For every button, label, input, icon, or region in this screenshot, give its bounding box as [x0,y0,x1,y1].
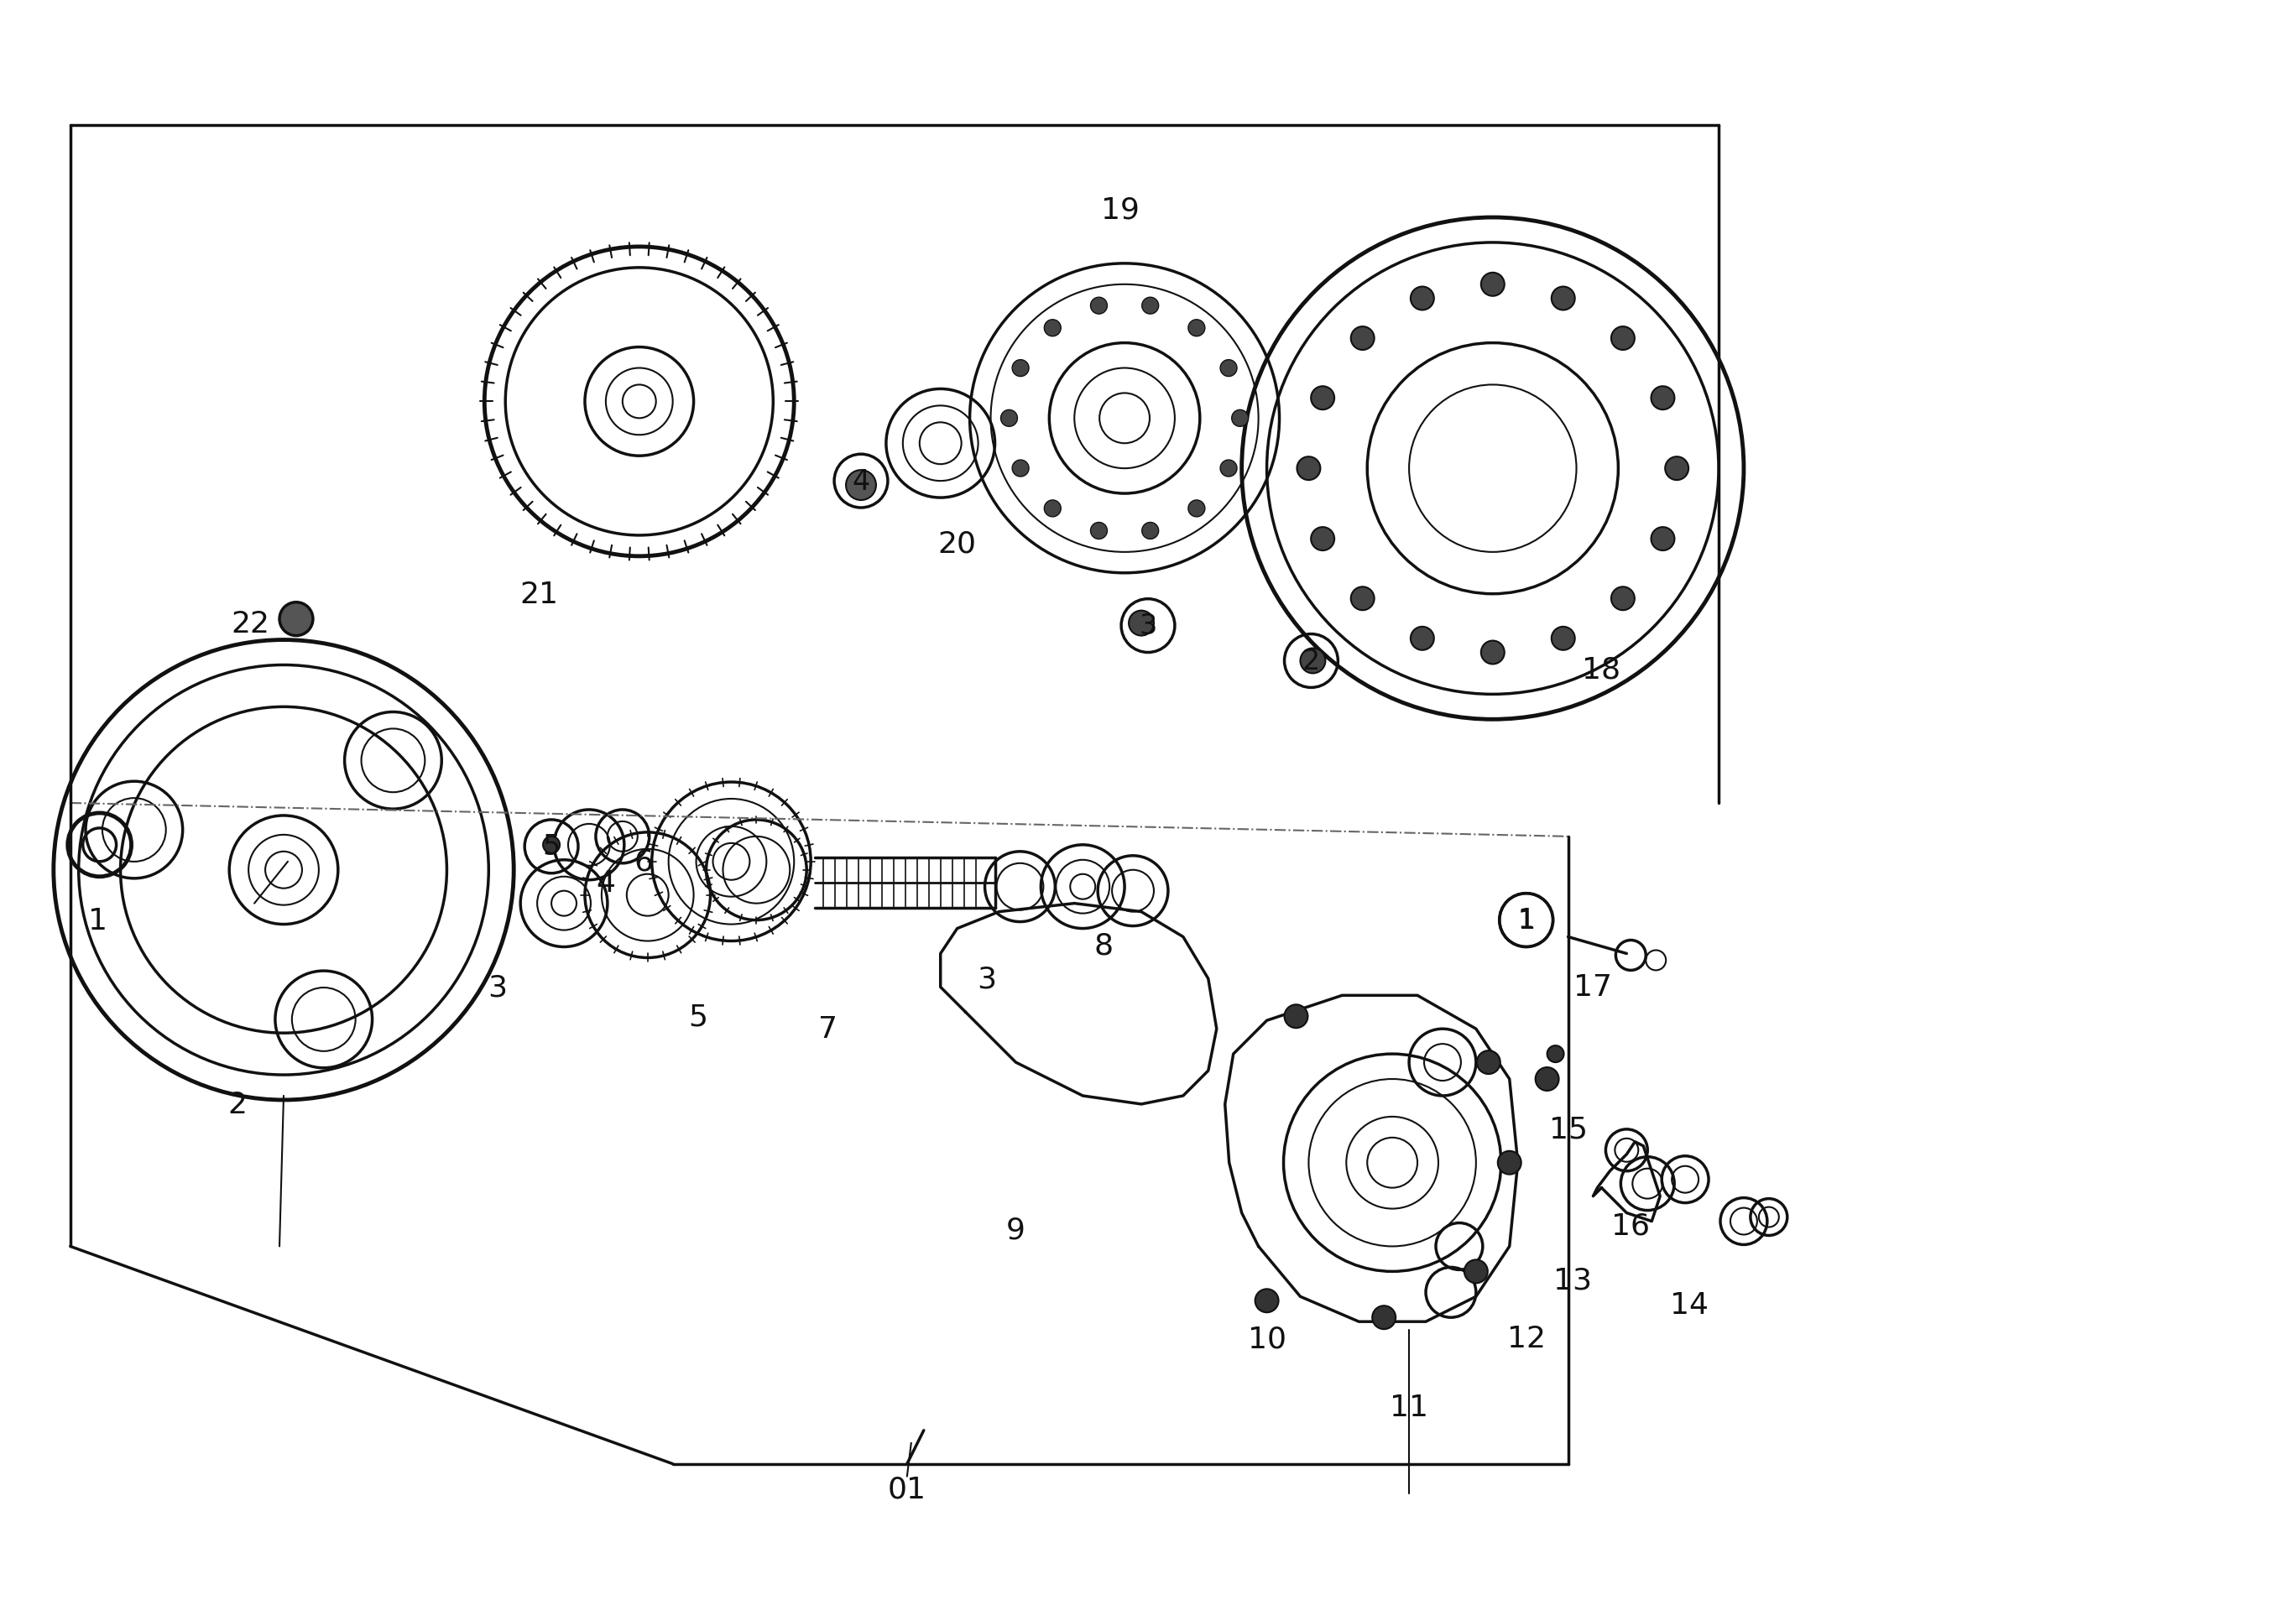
Circle shape [1045,320,1061,338]
Circle shape [1189,501,1205,517]
Circle shape [1256,1290,1279,1312]
Text: 10: 10 [1247,1325,1286,1352]
Text: 2: 2 [1302,648,1320,675]
Text: 4: 4 [597,869,615,898]
Circle shape [1481,642,1504,664]
Circle shape [1219,360,1238,378]
Circle shape [1373,1306,1396,1330]
Circle shape [1001,410,1017,427]
Circle shape [1091,523,1107,539]
Circle shape [1481,274,1504,296]
Text: 6: 6 [634,848,652,877]
Circle shape [1651,387,1674,410]
Circle shape [1612,587,1635,611]
Text: 4: 4 [852,467,870,496]
Text: 1: 1 [1518,907,1536,934]
Circle shape [1219,461,1238,477]
Circle shape [1552,627,1575,651]
Circle shape [845,470,877,501]
Text: 9: 9 [1006,1216,1026,1245]
Circle shape [1311,387,1334,410]
Text: 11: 11 [1389,1392,1428,1421]
Circle shape [1231,410,1249,427]
Circle shape [1297,458,1320,480]
Circle shape [1283,1005,1309,1029]
Circle shape [1013,360,1029,378]
Circle shape [1189,320,1205,338]
Circle shape [1497,1150,1522,1174]
Circle shape [1350,326,1375,350]
Text: 5: 5 [689,1002,707,1030]
Circle shape [1350,587,1375,611]
Circle shape [280,603,312,637]
Text: 7: 7 [817,1014,838,1043]
Circle shape [1665,458,1688,480]
Text: 1: 1 [1518,909,1534,933]
Text: 21: 21 [519,581,558,608]
Text: 20: 20 [939,530,976,558]
Circle shape [1045,501,1061,517]
Circle shape [1536,1067,1559,1091]
Text: 1: 1 [87,906,108,934]
Text: 8: 8 [1093,931,1114,960]
Circle shape [1410,627,1435,651]
Circle shape [1548,1046,1564,1062]
Circle shape [1091,298,1107,315]
Text: 15: 15 [1550,1115,1587,1144]
Text: 19: 19 [1102,195,1139,224]
Text: 12: 12 [1506,1325,1545,1352]
Text: 01: 01 [889,1475,925,1504]
Text: 3: 3 [487,973,507,1002]
Text: 18: 18 [1582,656,1621,683]
Text: 3: 3 [976,965,996,994]
Text: 5: 5 [542,834,560,861]
Circle shape [1300,648,1325,674]
Circle shape [1141,523,1159,539]
Text: 2: 2 [227,1090,248,1118]
Circle shape [1410,288,1435,310]
Text: 3: 3 [1139,613,1157,640]
Circle shape [1476,1051,1499,1074]
Circle shape [1130,611,1155,637]
Circle shape [1612,326,1635,350]
Circle shape [1651,528,1674,550]
Text: 16: 16 [1612,1211,1651,1240]
Circle shape [1552,288,1575,310]
Text: 17: 17 [1573,973,1612,1002]
Circle shape [1013,461,1029,477]
Text: 14: 14 [1669,1291,1708,1320]
Circle shape [544,837,560,853]
Circle shape [1465,1259,1488,1283]
Text: 13: 13 [1552,1266,1591,1294]
Circle shape [1141,298,1159,315]
Circle shape [1311,528,1334,550]
Text: 22: 22 [232,610,269,638]
